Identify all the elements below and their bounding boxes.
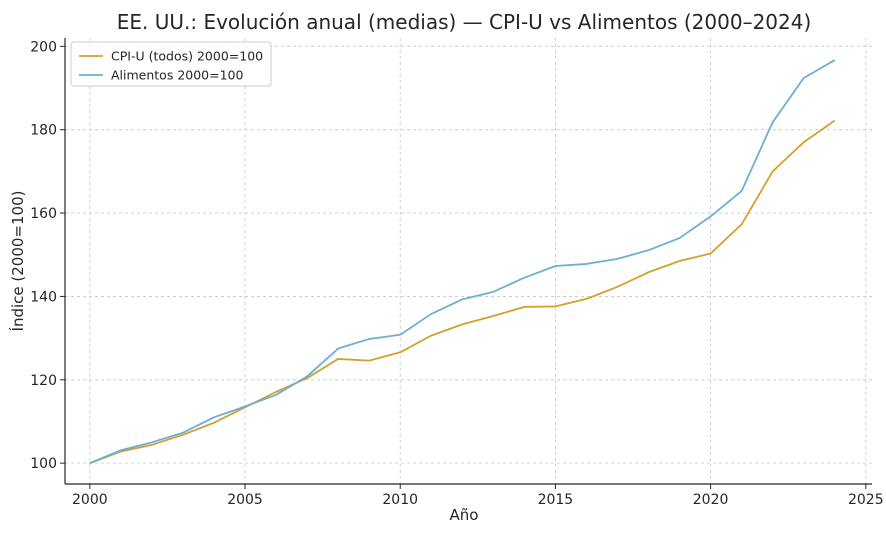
x-tick-label: 2000 — [72, 492, 108, 508]
legend-entry: Alimentos 2000=100 — [111, 68, 244, 83]
legend: CPI-U (todos) 2000=100 Alimentos 2000=100 — [70, 41, 272, 87]
series-line-cpi-u — [89, 119, 836, 465]
y-tick-label: 160 — [30, 206, 57, 222]
y-tick-label: 200 — [30, 39, 57, 55]
x-tick-label: 2020 — [693, 492, 729, 508]
y-tick-label: 140 — [30, 289, 57, 305]
axes: 2000 2005 2010 2015 2020 2025 100 120 140 160 180 2… — [30, 38, 884, 508]
series-lines — [89, 59, 836, 465]
x-tick-label: 2015 — [538, 492, 574, 508]
y-tick-label: 180 — [30, 123, 57, 139]
y-axis-label: Índice (2000=100) — [8, 191, 27, 332]
y-tick-label: 120 — [30, 373, 57, 389]
y-tick-label: 100 — [30, 456, 57, 472]
x-tick-label: 2005 — [227, 492, 263, 508]
x-tick-label: 2010 — [382, 492, 418, 508]
series-line-alimentos — [89, 59, 836, 464]
legend-entry: CPI-U (todos) 2000=100 — [111, 49, 263, 64]
x-tick-label: 2025 — [848, 492, 884, 508]
legend-box — [70, 41, 272, 87]
x-axis-label: Año — [450, 506, 479, 524]
chart-title: EE. UU.: Evolución anual (medias) — CPI-… — [117, 10, 812, 34]
grid — [65, 38, 872, 484]
